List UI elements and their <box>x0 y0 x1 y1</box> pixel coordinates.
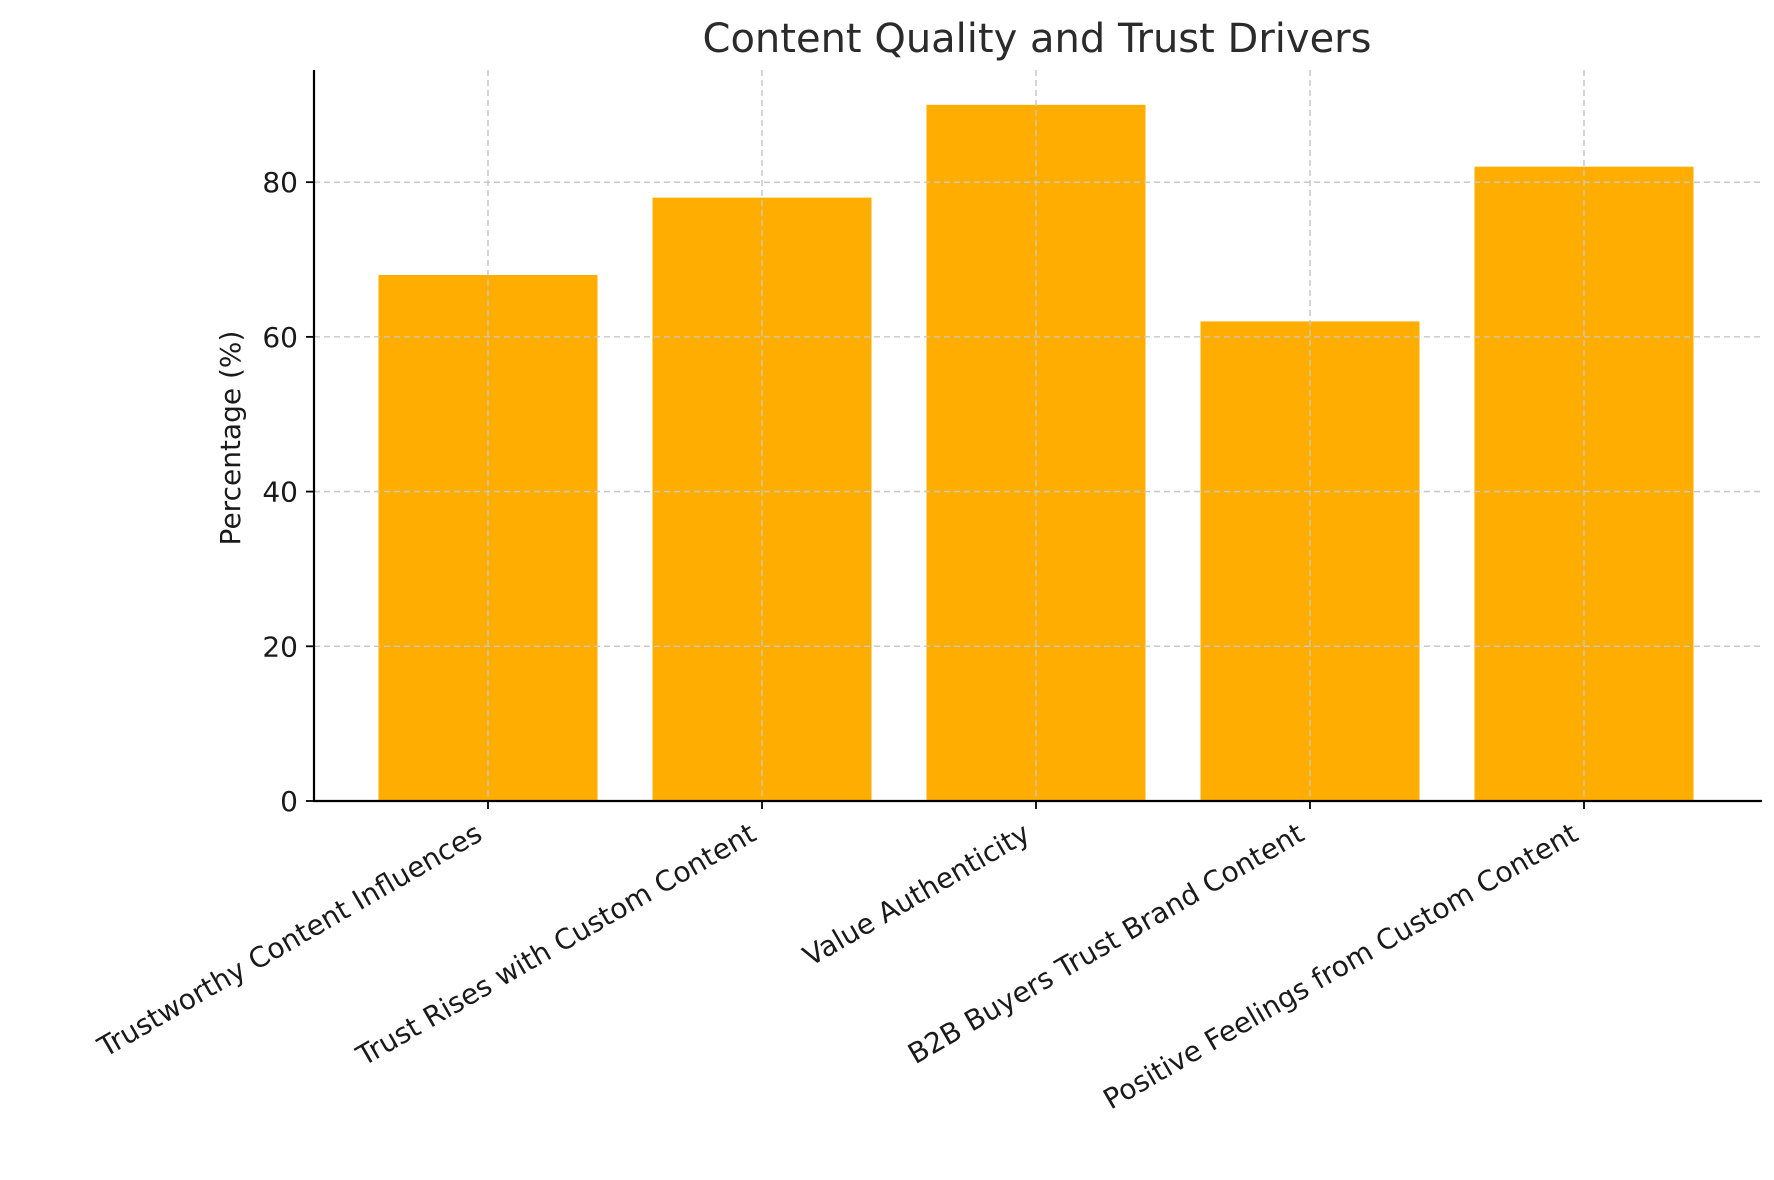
y-axis-label: Percentage (%) <box>214 331 247 546</box>
y-tick-label: 40 <box>262 476 298 509</box>
y-axis-ticks: 0 20 40 60 80 <box>262 166 314 818</box>
x-tick-label: Value Authenticity <box>797 816 1035 973</box>
y-tick-label: 20 <box>262 630 298 663</box>
axes <box>312 70 1762 803</box>
chart-title: Content Quality and Trust Drivers <box>703 16 1372 62</box>
x-tick-label: Positive Feelings from Custom Content <box>1098 816 1584 1116</box>
y-tick-label: 60 <box>262 321 298 354</box>
y-tick-label: 80 <box>262 166 298 199</box>
y-tick-label: 0 <box>280 785 298 818</box>
bars <box>314 70 1762 802</box>
